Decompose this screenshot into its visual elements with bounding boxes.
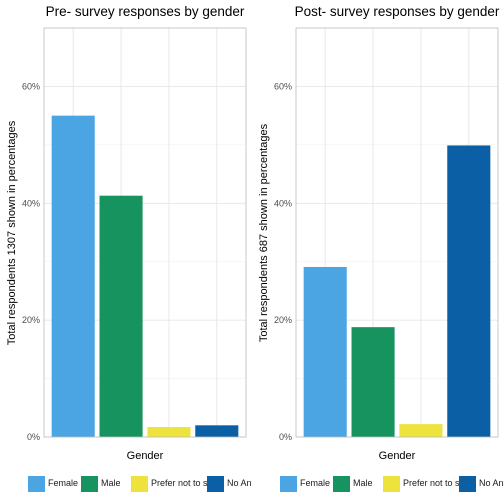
y-tick-label: 0%: [27, 432, 40, 442]
legend-swatch: [81, 476, 98, 492]
plot-area: 0% 20% 40% 60%: [22, 27, 247, 442]
y-axis-label: Total respondents 687 shown in percentag…: [258, 123, 270, 342]
bar-male: [351, 327, 395, 437]
bar-female: [51, 115, 95, 438]
legend-label: Male: [353, 478, 373, 488]
legend: Female Male Prefer not to say No Ans: [0, 474, 252, 494]
panel-border: [43, 27, 247, 438]
legend-swatch: [28, 476, 45, 492]
y-tick-label: 40%: [274, 198, 292, 208]
plot-area: 0% 20% 40% 60%: [274, 27, 499, 442]
chart-title: Pre- survey responses by gender: [46, 4, 245, 19]
y-tick-label: 60%: [22, 81, 40, 91]
bar-prefer-not-to-say: [399, 424, 443, 437]
y-axis-label: Total respondents 1307 shown in percenta…: [6, 120, 18, 345]
pre-survey-chart: 0% 20% 40% 60% Pre- survey responses by gen…: [0, 4, 252, 494]
legend-label: Female: [48, 478, 79, 488]
legend-swatch: [383, 476, 400, 492]
y-tick-label: 60%: [274, 81, 292, 91]
bar-no-answer: [195, 425, 239, 437]
panel-border: [295, 27, 499, 438]
y-tick-label: 0%: [279, 432, 292, 442]
post-survey-chart: 0% 20% 40% 60% Post- survey responses by ge…: [252, 0, 504, 504]
legend-swatch: [333, 476, 350, 492]
legend-label: Male: [101, 478, 121, 488]
legend-swatch: [459, 476, 476, 492]
y-tick-label: 20%: [22, 315, 40, 325]
legend-swatch: [207, 476, 224, 492]
legend-swatch: [131, 476, 148, 492]
post-survey-plot: 0% 20% 40% 60% Post- survey responses by ge…: [258, 4, 500, 462]
x-axis-label: Gender: [379, 450, 416, 462]
bar-prefer-not-to-say: [147, 427, 191, 437]
chart-title: Post- survey responses by gender: [295, 4, 500, 19]
legend-label: No Ans: [227, 478, 252, 488]
legend-swatch: [280, 476, 297, 492]
legend-label: Female: [300, 478, 331, 488]
legend-label: Prefer not to say: [403, 478, 470, 488]
bar-female: [303, 266, 347, 437]
bar-male: [99, 195, 143, 437]
x-axis-label: Gender: [127, 450, 164, 462]
legend-label: Prefer not to say: [151, 478, 218, 488]
y-tick-label: 40%: [22, 198, 40, 208]
pre-survey-plot: 0% 20% 40% 60% Pre- survey responses by gen…: [6, 4, 247, 462]
bar-no-answer: [447, 145, 491, 438]
y-tick-label: 20%: [274, 315, 292, 325]
legend-label: No Ans: [479, 478, 504, 488]
legend: Female Male Prefer not to say No Ans: [252, 474, 504, 494]
